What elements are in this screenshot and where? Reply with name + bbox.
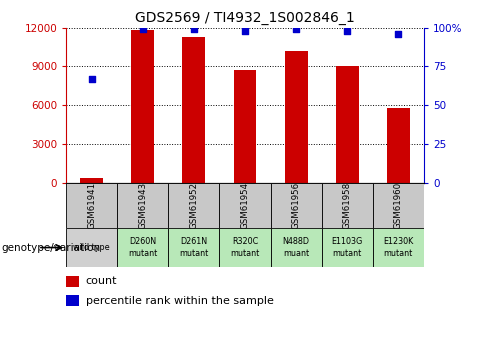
Text: percentile rank within the sample: percentile rank within the sample	[86, 296, 274, 306]
Text: R320C
mutant: R320C mutant	[230, 237, 260, 258]
Bar	[131, 30, 154, 183]
Title: GDS2569 / TI4932_1S002846_1: GDS2569 / TI4932_1S002846_1	[135, 11, 355, 25]
Text: N488D
muant: N488D muant	[283, 237, 310, 258]
Text: GSM61943: GSM61943	[138, 182, 147, 229]
Text: D261N
mutant: D261N mutant	[179, 237, 209, 258]
Point	[343, 28, 351, 33]
Bar	[321, 183, 373, 228]
Bar	[66, 183, 117, 228]
Text: GSM61960: GSM61960	[394, 182, 403, 229]
Point	[88, 76, 96, 81]
Bar	[117, 183, 169, 228]
Bar	[169, 183, 220, 228]
Text: GSM61958: GSM61958	[343, 182, 352, 229]
Bar	[220, 228, 270, 267]
Text: wild type: wild type	[74, 243, 110, 252]
Bar	[80, 178, 103, 183]
Bar	[373, 228, 424, 267]
Text: GSM61954: GSM61954	[241, 182, 249, 229]
Bar	[234, 70, 256, 183]
Point	[139, 26, 147, 32]
Bar	[169, 228, 220, 267]
Bar	[285, 51, 308, 183]
Bar	[270, 228, 321, 267]
Point	[190, 26, 198, 32]
Text: D260N
mutant: D260N mutant	[128, 237, 157, 258]
Bar	[182, 37, 205, 183]
Text: GSM61941: GSM61941	[87, 182, 96, 229]
Bar	[321, 228, 373, 267]
Point	[394, 31, 402, 37]
Point	[292, 26, 300, 32]
Bar	[387, 108, 410, 183]
Point	[241, 28, 249, 33]
Bar	[117, 228, 169, 267]
Text: E1103G
mutant: E1103G mutant	[332, 237, 363, 258]
Bar	[66, 295, 79, 306]
Bar	[220, 183, 270, 228]
Bar	[336, 66, 359, 183]
Text: GSM61956: GSM61956	[292, 182, 300, 229]
Bar	[270, 183, 321, 228]
Text: E1230K
mutant: E1230K mutant	[383, 237, 414, 258]
Bar	[66, 276, 79, 286]
Text: GSM61952: GSM61952	[190, 182, 198, 229]
Text: count: count	[86, 276, 117, 286]
Bar	[373, 183, 424, 228]
Bar	[66, 228, 117, 267]
Text: genotype/variation: genotype/variation	[1, 243, 100, 253]
